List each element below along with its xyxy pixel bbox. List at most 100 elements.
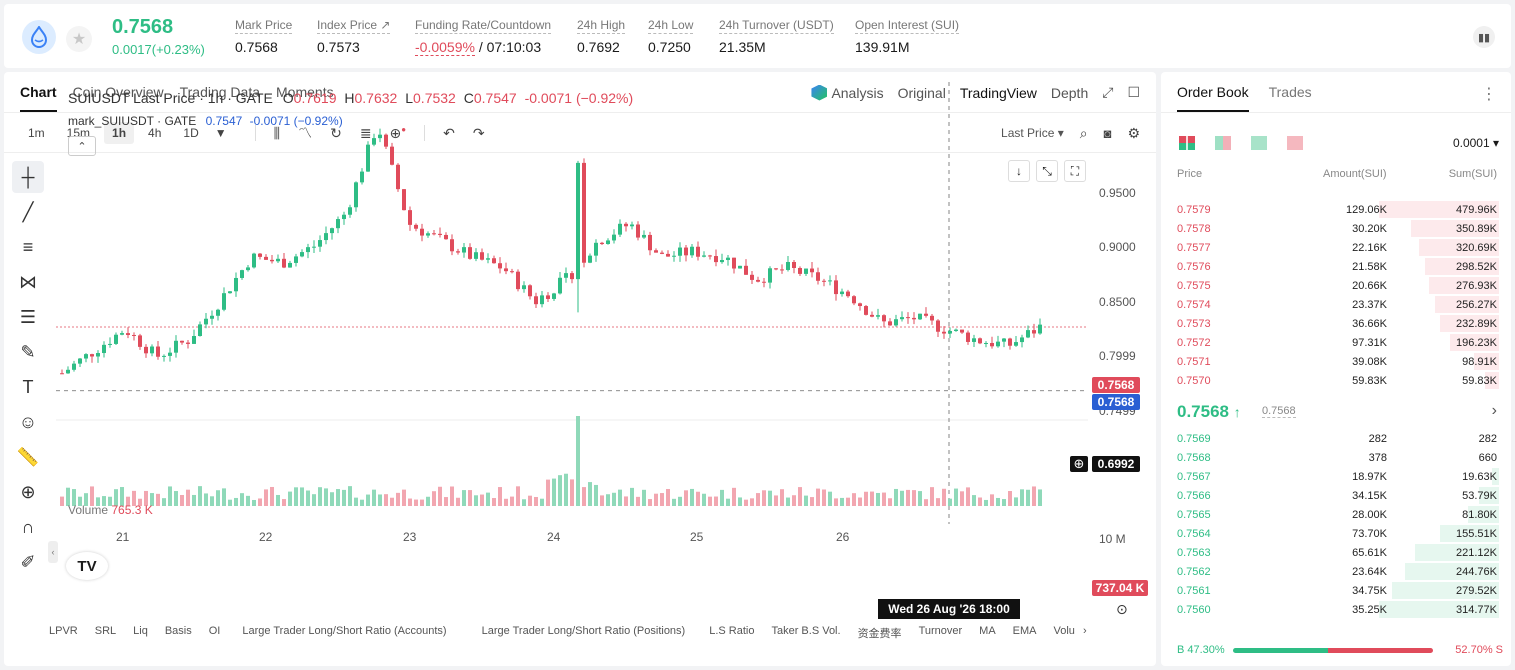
candle [540,295,544,305]
magnet-icon[interactable]: ∩ [21,516,35,537]
tf-1d[interactable]: 1D [183,126,199,140]
shortcut[interactable]: Taker B.S Vol. [771,625,841,637]
shortcut[interactable]: Basis [164,625,192,637]
candle [1026,330,1030,338]
ask-row[interactable]: 0.7578 30.20K 350.89K [1161,219,1511,238]
chevron-left-icon[interactable]: ‹ [48,541,58,563]
shortcut[interactable]: OI [208,625,221,637]
add-alert-icon[interactable]: ⊕ [1070,456,1088,472]
ask-row[interactable]: 0.7576 21.58K 298.52K [1161,257,1511,276]
bid-row[interactable]: 0.7563 65.61K 221.12K [1161,543,1511,562]
bid-row[interactable]: 0.7566 34.15K 53.79K [1161,486,1511,505]
tab-order-book[interactable]: Order Book [1177,84,1249,112]
ask-row[interactable]: 0.7572 97.31K 196.23K [1161,333,1511,352]
candle [504,268,508,272]
price-type-select[interactable]: Last Price ▾ [1001,126,1064,140]
search-icon[interactable]: ⌕ [1079,124,1088,141]
layout-bids-icon[interactable] [1251,136,1267,150]
ask-row[interactable]: 0.7570 59.83K 59.83K [1161,371,1511,390]
shortcut[interactable]: Turnover [918,625,963,637]
ask-row[interactable]: 0.7575 20.66K 276.93K [1161,276,1511,295]
add-indicator-icon[interactable]: ⊕● [389,124,407,141]
ruler-icon[interactable]: 📏 [16,446,40,467]
shortcut[interactable]: Large Trader Long/Short Ratio (Positions… [481,625,686,637]
candle-type-icon[interactable]: ⫼ [273,124,281,141]
bid-row[interactable]: 0.7561 34.75K 279.52K [1161,581,1511,600]
layout-both-icon[interactable] [1179,136,1195,150]
text-tool-icon[interactable]: T [22,376,34,397]
emoji-icon[interactable]: ☺ [18,411,38,432]
shortcut[interactable]: LPVR [49,625,78,637]
analysis-button[interactable]: Analysis [811,84,884,101]
bid-row[interactable]: 0.7564 73.70K 155.51K [1161,524,1511,543]
redo-icon[interactable]: ↷ [472,124,485,141]
more-icon[interactable]: ⋮ [1481,86,1497,103]
shortcut[interactable]: Volu [1053,625,1075,637]
view-depth[interactable]: Depth [1050,84,1089,101]
window-icon[interactable]: ☐ [1127,84,1140,100]
shortcut[interactable]: 资金费率 [857,628,902,640]
ask-row[interactable]: 0.7577 22.16K 320.69K [1161,238,1511,257]
indicator-icon[interactable]: 〽 [298,125,313,141]
tab-trading-data[interactable]: Trading Data [179,84,261,100]
fullscreen-icon[interactable]: ⛶ [1064,160,1086,182]
fib-icon[interactable]: ☰ [19,306,37,327]
tf-1m[interactable]: 1m [28,126,45,140]
shortcut[interactable]: SRL [94,625,117,637]
tf-dropdown-icon[interactable]: ▼ [214,126,227,140]
horizontal-lines-icon[interactable]: ≡ [22,236,34,257]
shortcut[interactable]: Liq [133,625,148,637]
shortcut[interactable]: EMA [1012,625,1037,637]
bid-row[interactable]: 0.7567 18.97K 19.63K [1161,467,1511,486]
layout-asks-icon[interactable] [1287,136,1303,150]
row-price: 0.7567 [1177,471,1211,483]
bid-row[interactable]: 0.7562 23.64K 244.76K [1161,562,1511,581]
ask-row[interactable]: 0.7573 36.66K 232.89K [1161,314,1511,333]
collapse-icon[interactable]: ⤡ [1036,160,1058,182]
view-tradingview[interactable]: TradingView [959,84,1037,101]
layout-bids-asks-icon[interactable] [1215,136,1231,150]
view-original[interactable]: Original [897,84,946,101]
pencil-icon[interactable]: ✐ [20,551,36,572]
price-chart[interactable] [56,82,1088,524]
collapse-legend-button[interactable]: ⌃ [68,136,96,156]
tab-trades[interactable]: Trades [1268,84,1312,100]
precision-select[interactable]: 0.0001 ▾ [1452,136,1499,150]
bid-row[interactable]: 0.7560 35.25K 314.77K [1161,600,1511,619]
settings-circle-icon[interactable]: ⊙ [1116,601,1128,617]
undo-icon[interactable]: ↶ [443,124,455,141]
ask-row[interactable]: 0.7571 39.08K 98.91K [1161,352,1511,371]
shortcut[interactable]: Large Trader Long/Short Ratio (Accounts) [242,625,447,637]
candle [546,295,550,299]
stat-index-price[interactable]: Index Price ↗ 0.7573 [317,18,391,55]
tab-moments[interactable]: Moments [276,84,334,100]
book-icon[interactable]: ▮▮ [1473,26,1495,48]
pattern-icon[interactable]: ⋈ [19,271,37,292]
crosshair-icon[interactable]: ┼ [12,161,44,193]
tab-chart[interactable]: Chart [20,84,57,112]
chevron-right-icon[interactable]: › [1491,402,1497,419]
ask-row[interactable]: 0.7574 23.37K 256.27K [1161,295,1511,314]
legend-symbol: SUIUSDT Last Price · 1h · GATE [68,90,273,106]
brush-icon[interactable]: ✎ [20,341,36,362]
tf-1h[interactable]: 1h [104,122,135,144]
replay-icon[interactable]: ↻ [330,124,342,141]
trendline-icon[interactable]: ╱ [22,201,34,222]
zoom-in-icon[interactable]: ⊕ [20,481,36,502]
gear-icon[interactable]: ⚙ [1127,124,1140,141]
arrow-down-icon[interactable]: ↓ [1008,160,1030,182]
favorite-star-icon[interactable]: ★ [66,26,92,52]
ask-row[interactable]: 0.7579 129.06K 479.96K [1161,200,1511,219]
chevron-right-icon[interactable]: › [1082,625,1087,637]
tab-coin-overview[interactable]: Coin Overview [72,84,164,100]
templates-icon[interactable]: ≣ [359,124,372,141]
shortcut[interactable]: L.S Ratio [709,625,755,637]
tf-4h[interactable]: 4h [148,126,162,140]
candle [282,258,286,268]
camera-icon[interactable]: ◙ [1103,125,1112,141]
bid-row[interactable]: 0.7565 28.00K 81.80K [1161,505,1511,524]
bid-row[interactable]: 0.7569 282 282 [1161,429,1511,448]
expand-icon[interactable]: ⤢ [1102,84,1114,100]
shortcut[interactable]: MA [979,625,996,637]
bid-row[interactable]: 0.7568 378 660 [1161,448,1511,467]
